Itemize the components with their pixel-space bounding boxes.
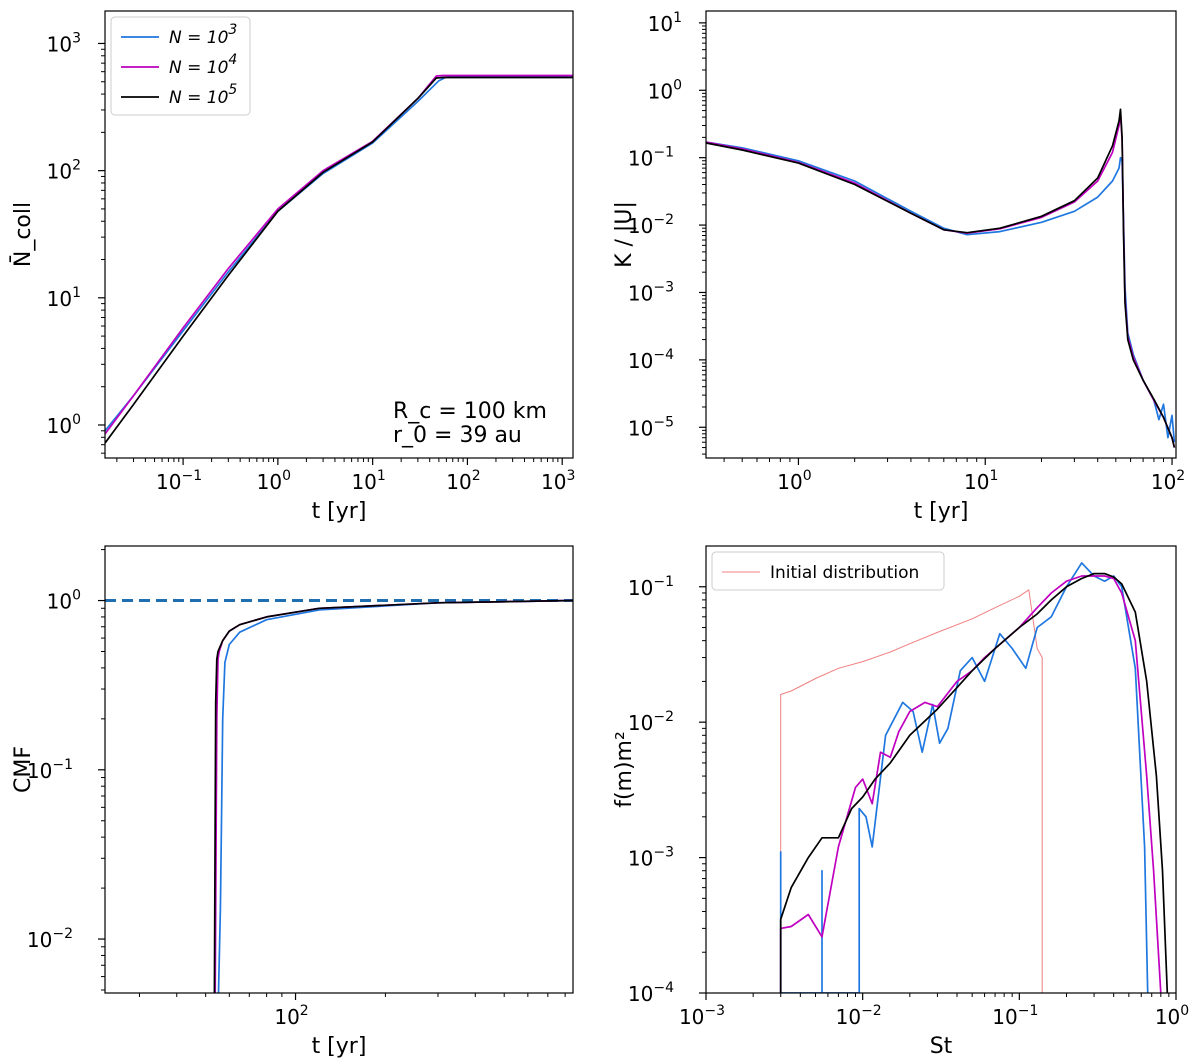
legend: N = 103 N = 104 N = 105 <box>110 16 251 116</box>
series-initial-line <box>780 589 1043 993</box>
y-axis-label: N̄_coll <box>10 202 36 267</box>
legend-label: N = 104 <box>169 52 237 78</box>
x-tick-label: 101 <box>351 468 385 494</box>
x-axis-label: t [yr] <box>312 1034 367 1059</box>
series-N1e4-line <box>105 74 573 435</box>
x-tick-label: 103 <box>541 468 575 494</box>
minor-ticks <box>101 48 559 462</box>
x-tick-label: 102 <box>1151 468 1185 494</box>
x-tick-label: 10−2 <box>836 1003 882 1029</box>
y-axis-label: K / |U| <box>612 201 637 268</box>
x-tick-label: 10−3 <box>679 1003 725 1029</box>
series-group <box>105 74 573 444</box>
y-tick-label: 101 <box>648 10 682 36</box>
legend-label: N = 105 <box>169 82 237 108</box>
series-group <box>706 108 1176 448</box>
x-tick-label: 10−1 <box>992 1003 1038 1029</box>
x-tick-label: 102 <box>274 1003 308 1029</box>
x-axis-label: t [yr] <box>914 499 969 524</box>
y-tick-label: 10−2 <box>628 212 674 238</box>
minor-ticks <box>101 549 566 997</box>
x-tick-label: 100 <box>1155 1003 1189 1029</box>
y-tick-label: 10−4 <box>628 980 674 1006</box>
legend-label: N = 103 <box>169 22 237 48</box>
y-tick-label: 103 <box>47 30 81 56</box>
y-tick-label: 100 <box>648 77 682 103</box>
series-N1e5-line <box>213 599 573 993</box>
series-N1e5-line <box>706 108 1176 448</box>
y-tick-label: 10−4 <box>628 347 674 373</box>
series-N1e3-line <box>706 141 1176 443</box>
series-N1e4-line <box>779 575 1162 993</box>
annotation-text: R_c = 100 km <box>393 399 547 424</box>
minor-ticks <box>702 25 1164 462</box>
panel-p1: 10−1 100 101 102 103 100 101 102 103 t [yr] N̄_col… <box>10 10 575 524</box>
plot-frame <box>104 545 574 994</box>
x-tick-label: 100 <box>257 468 291 494</box>
plot-frame <box>705 10 1177 459</box>
minor-ticks <box>702 592 1170 997</box>
annotation-text: r_0 = 39 au <box>393 423 522 448</box>
x-axis-label: t [yr] <box>312 499 367 524</box>
plot-frame <box>705 545 1177 994</box>
panel-p3: 102 10−2 10−1 100 t [yr] CMF <box>11 545 574 1059</box>
legend-box <box>110 16 251 116</box>
y-tick-label: 10−2 <box>628 709 674 735</box>
series-group <box>779 562 1169 993</box>
y-tick-label: 10−1 <box>628 574 674 600</box>
x-tick-label: 10−1 <box>156 468 202 494</box>
x-axis-label: St <box>930 1034 953 1059</box>
series-N1e4-line <box>214 599 573 993</box>
legend-label: Initial distribution <box>770 563 919 583</box>
series-group <box>213 599 573 993</box>
y-tick-label: 10−1 <box>27 757 73 783</box>
panel-p2: 100 101 102 10−5 10−4 10−3 10−2 10−1 100 101 t [yr… <box>612 10 1185 524</box>
series-N1e3-line <box>779 562 1149 993</box>
x-tick-label: 102 <box>446 468 480 494</box>
y-tick-label: 100 <box>47 412 81 438</box>
y-tick-label: 102 <box>47 158 81 184</box>
y-tick-label: 10−3 <box>628 845 674 871</box>
y-tick-label: 10−5 <box>628 414 674 440</box>
panel-p4: 10−3 10−2 10−1 10010−410−310−210−1Stf(m)m²I… <box>612 545 1189 1059</box>
legend: Initial distribution <box>711 551 945 591</box>
y-tick-label: 101 <box>47 285 81 311</box>
y-axis-label: f(m)m² <box>612 731 637 808</box>
series-N1e3-line <box>217 599 573 993</box>
y-tick-label: 10−3 <box>628 279 674 305</box>
y-tick-label: 10−1 <box>628 145 674 171</box>
y-tick-label: 100 <box>47 588 81 614</box>
x-tick-label: 100 <box>777 468 811 494</box>
y-tick-label: 10−2 <box>27 926 73 952</box>
y-axis-label: CMF <box>11 746 36 793</box>
series-N1e5-line <box>779 572 1169 993</box>
plot-frame <box>104 10 574 459</box>
series-N1e3-line <box>105 75 573 432</box>
legend-box <box>711 551 945 591</box>
x-tick-label: 101 <box>964 468 998 494</box>
series-N1e5-line <box>105 76 573 444</box>
